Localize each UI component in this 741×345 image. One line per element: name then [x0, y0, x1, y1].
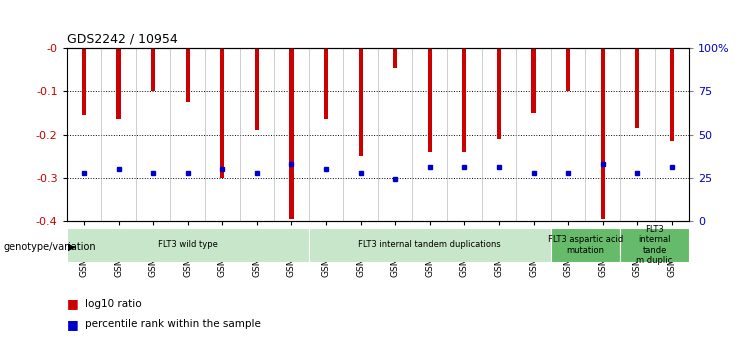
Bar [670, 48, 674, 141]
Bar [82, 48, 86, 115]
Text: FLT3
internal
tande
m duplic: FLT3 internal tande m duplic [637, 225, 673, 265]
Bar [186, 48, 190, 102]
Bar [290, 48, 293, 219]
Bar [635, 48, 639, 128]
Bar [462, 48, 466, 152]
Text: genotype/variation: genotype/variation [4, 242, 96, 252]
Bar [620, 228, 689, 262]
Text: percentile rank within the sample: percentile rank within the sample [85, 319, 261, 329]
Bar [428, 48, 432, 152]
Bar [255, 48, 259, 130]
Text: FLT3 wild type: FLT3 wild type [158, 240, 218, 249]
Bar [497, 48, 501, 139]
Bar [116, 48, 121, 119]
Text: FLT3 aspartic acid
mutation: FLT3 aspartic acid mutation [548, 235, 623, 255]
Bar [566, 48, 570, 91]
Text: ■: ■ [67, 297, 79, 310]
Bar [220, 48, 225, 178]
Bar [67, 228, 309, 262]
Text: log10 ratio: log10 ratio [85, 299, 142, 308]
Bar [359, 48, 362, 156]
Text: ▶: ▶ [68, 242, 76, 252]
Text: GDS2242 / 10954: GDS2242 / 10954 [67, 33, 177, 46]
Bar [393, 48, 397, 68]
Bar [601, 48, 605, 219]
Bar [324, 48, 328, 119]
Text: FLT3 internal tandem duplications: FLT3 internal tandem duplications [359, 240, 501, 249]
Text: ■: ■ [67, 318, 79, 331]
Bar [551, 228, 620, 262]
Bar [531, 48, 536, 113]
Bar [309, 228, 551, 262]
Bar [151, 48, 155, 91]
